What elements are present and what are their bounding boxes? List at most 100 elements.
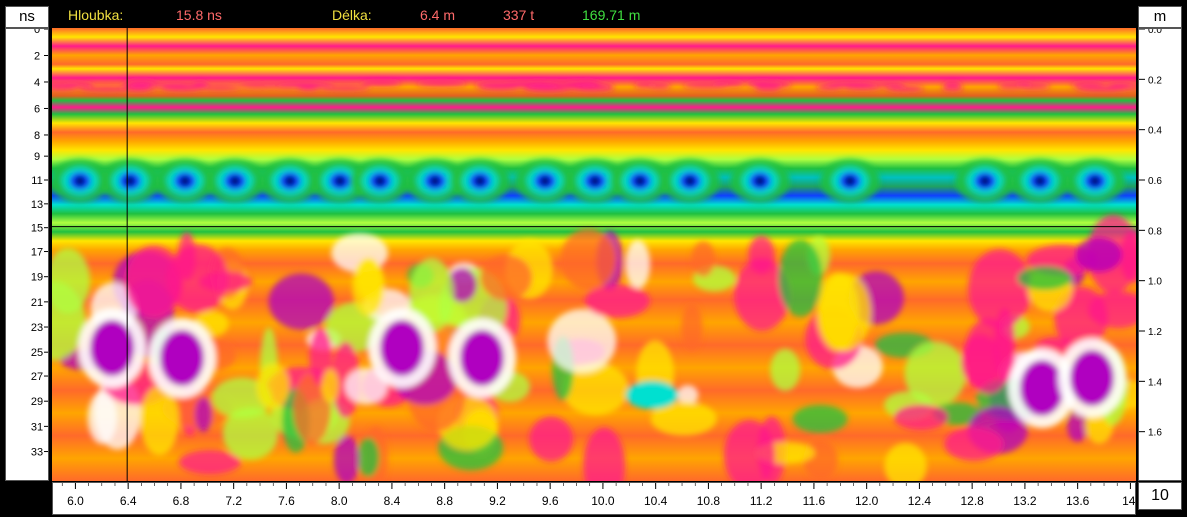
time-tick-label: 11 — [31, 175, 42, 187]
distance-tick-label: 8.4 — [384, 494, 401, 508]
reflection-blob — [178, 232, 196, 281]
reflection-blob — [571, 85, 615, 92]
length-value: 6.4 m — [420, 7, 456, 23]
distance-tick-label: 12.4 — [908, 494, 932, 508]
reflection-blob — [160, 330, 204, 386]
reflection-blob — [625, 239, 651, 289]
reflection-blob — [778, 239, 823, 317]
reflection-blob — [321, 369, 339, 403]
reflection-blob — [547, 309, 617, 374]
trace-value: 337 t — [503, 7, 535, 23]
distance-tick-label: 12.8 — [960, 494, 984, 508]
distance-tick-label: 7.2 — [225, 494, 242, 508]
reflection-blob — [635, 176, 645, 186]
reflection-blob — [375, 176, 385, 186]
depth-label: Hloubka: — [68, 7, 124, 23]
time-tick-label: 2 — [34, 50, 40, 62]
reflection-blob — [529, 416, 574, 462]
right-unit-label: m — [1138, 6, 1182, 28]
time-tick-label: 21 — [31, 297, 43, 309]
reflection-blob — [941, 85, 964, 92]
reflection-blob — [1100, 83, 1136, 90]
reflection-blob — [87, 391, 118, 445]
reflection-blob — [194, 396, 212, 433]
reflection-blob — [357, 437, 380, 477]
reflection-blob — [1075, 237, 1122, 273]
left-unit-label: ns — [5, 6, 49, 28]
reflection-blob — [561, 363, 629, 415]
reflection-blobs — [52, 80, 1136, 481]
distance-tick-label: 6.4 — [120, 494, 137, 508]
distance-axis: 6.0 6.4 6.8 7.2 7.6 8.0 8.4 8.8 9.2 9.6 10.0 10.4 10… — [52, 482, 1136, 515]
depth-tick-label: 1.4 — [1148, 377, 1162, 388]
reflection-blob — [197, 84, 242, 91]
reflection-blob — [792, 404, 848, 433]
reflection-blob — [446, 267, 478, 303]
reflection-blob — [430, 176, 440, 186]
reflection-blob — [52, 281, 86, 361]
reflection-blob — [584, 284, 650, 318]
reflection-blob — [230, 176, 240, 186]
time-tick-label: 4 — [34, 77, 40, 89]
reflection-blob — [590, 176, 600, 186]
reflection-blob — [770, 348, 801, 392]
distance-tick-label: 10.8 — [697, 494, 721, 508]
reflection-blob — [222, 407, 279, 460]
reflection-blob — [560, 228, 617, 291]
radargram-plot[interactable] — [52, 28, 1136, 481]
reflection-blob — [1020, 360, 1064, 416]
reflection-blob — [277, 81, 326, 88]
depth-tick-label: 1.2 — [1148, 327, 1162, 338]
reflection-blob — [333, 435, 360, 481]
reflection-blob — [816, 272, 860, 352]
reflection-blob — [293, 373, 332, 444]
reflection-blob — [480, 254, 533, 301]
reflection-blob — [1017, 83, 1051, 90]
reflection-blob — [90, 320, 134, 376]
reflection-blob — [685, 176, 695, 186]
distance-tick-label: 10.4 — [644, 494, 668, 508]
distance-value: 169.71 m — [582, 7, 641, 23]
time-tick-label: 8 — [34, 130, 40, 142]
distance-tick-label: 11.6 — [803, 494, 826, 508]
reflection-blob — [904, 341, 967, 407]
time-tick-label: 13 — [31, 199, 43, 211]
distance-tick-label: 6.0 — [67, 494, 84, 508]
time-tick-label: 27 — [31, 371, 43, 383]
distance-tick-label: 8.8 — [436, 494, 453, 508]
reflection-blob — [566, 80, 597, 87]
reflection-blob — [352, 257, 385, 316]
reflection-blob — [712, 80, 745, 87]
depth-tick-label: 0.0 — [1148, 28, 1162, 36]
time-tick-label: 19 — [31, 272, 43, 284]
reflection-blob — [893, 404, 949, 431]
reflection-blob — [130, 80, 154, 87]
reflection-blob — [815, 83, 843, 90]
reflection-blob — [180, 176, 190, 186]
depth-tick-label: 1.0 — [1148, 277, 1162, 288]
depth-tick-label: 0.6 — [1148, 176, 1162, 187]
reflection-blob — [460, 330, 504, 386]
distance-tick-label: 14. — [1122, 494, 1136, 508]
reflection-blob — [755, 176, 765, 186]
time-tick-label: 9 — [34, 151, 40, 163]
distance-tick-label: 13.2 — [1013, 494, 1037, 508]
reflection-blob — [140, 385, 179, 456]
reflection-blob — [335, 176, 345, 186]
time-tick-label: 15 — [31, 223, 43, 235]
reflection-blob — [540, 176, 550, 186]
reflection-blob — [1035, 176, 1045, 186]
depth-tick-label: 0.2 — [1148, 75, 1162, 86]
reflection-blob — [583, 427, 626, 481]
reflection-blob — [256, 363, 290, 410]
reflection-blob — [1067, 409, 1088, 442]
reflection-blob — [886, 85, 925, 92]
depth-axis: 0.0 0.2 0.4 0.6 0.8 1.0 1.2 1.4 1.6 — [1138, 28, 1182, 481]
depth-value: 15.8 ns — [176, 7, 222, 23]
distance-tick-label: 9.2 — [489, 494, 506, 508]
reflection-blob — [380, 320, 424, 376]
reflection-blob — [884, 442, 927, 481]
reflection-blob — [198, 271, 253, 292]
reflection-blob — [319, 84, 371, 91]
distance-tick-label: 10.0 — [591, 494, 615, 508]
